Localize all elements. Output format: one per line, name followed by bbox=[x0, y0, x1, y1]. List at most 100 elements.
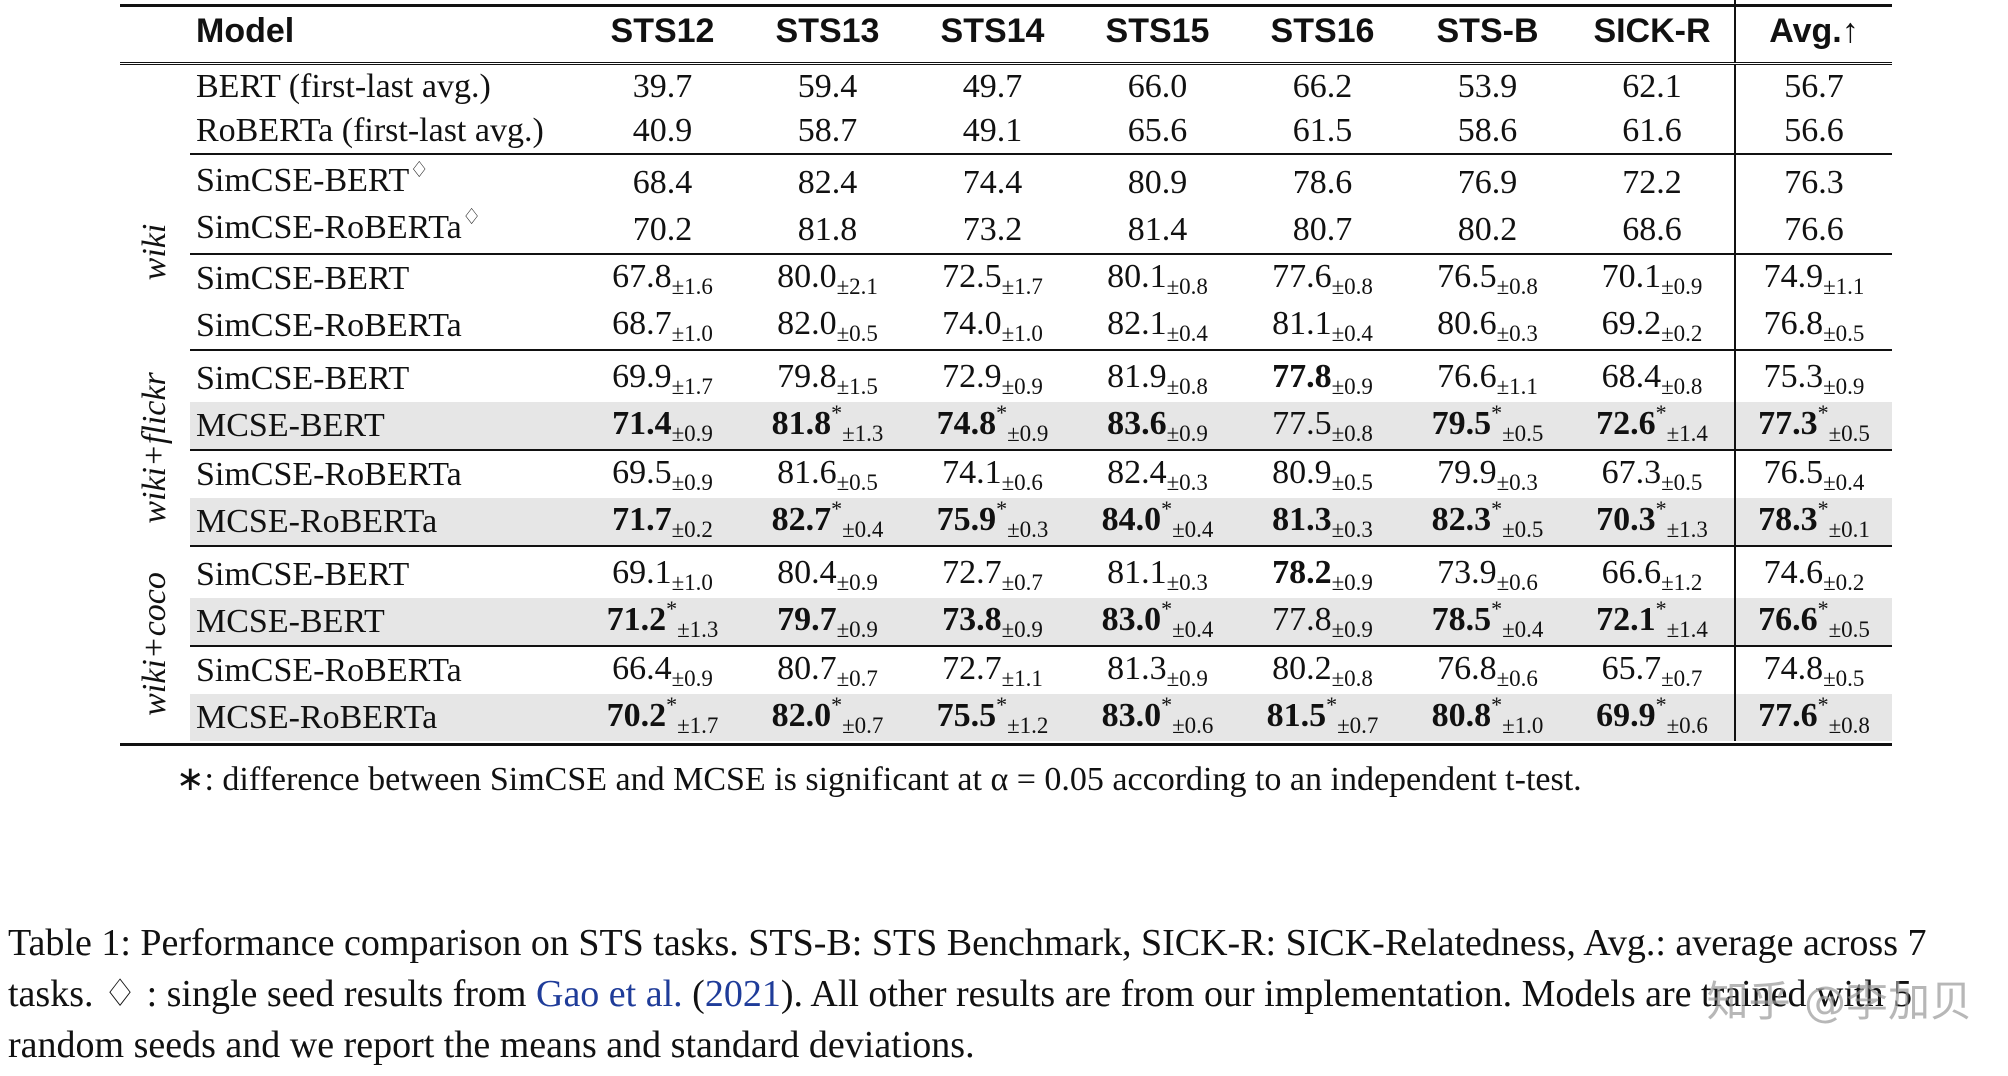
score-value: 77.5 bbox=[1272, 405, 1332, 442]
avg-cell: 76.6 bbox=[1734, 206, 1892, 254]
score-value: 77.8 bbox=[1272, 601, 1332, 638]
group-label: wiki bbox=[136, 223, 173, 281]
score-cell: 83.6±0.9 bbox=[1075, 402, 1240, 450]
std-dev: ±0.9 bbox=[671, 421, 713, 446]
score-cell: 80.2 bbox=[1405, 206, 1570, 254]
std-dev: ±0.9 bbox=[1166, 421, 1208, 446]
score-cell: 79.7±0.9 bbox=[745, 598, 910, 646]
significance-star: * bbox=[831, 496, 843, 521]
score-cell: 70.2 bbox=[580, 206, 745, 254]
score-value: 77.6 bbox=[1272, 258, 1332, 295]
score-cell: 80.0±2.1 bbox=[745, 253, 910, 302]
score-value: 70.3 bbox=[1596, 501, 1656, 538]
score-cell: 66.6±1.2 bbox=[1570, 545, 1735, 598]
score-value: 81.3 bbox=[1272, 501, 1332, 538]
score-value: 56.6 bbox=[1784, 112, 1844, 149]
significance-star: * bbox=[666, 596, 678, 621]
score-value: 78.3 bbox=[1758, 501, 1818, 538]
score-value: 76.8 bbox=[1437, 650, 1497, 687]
score-cell: 58.6 bbox=[1405, 109, 1570, 154]
std-dev: ±0.6 bbox=[1496, 570, 1538, 595]
score-value: 82.7 bbox=[771, 501, 832, 538]
score-cell: 82.0*±0.7 bbox=[745, 692, 910, 741]
std-dev: ±0.5 bbox=[1823, 321, 1865, 346]
score-value: 74.6 bbox=[1763, 554, 1824, 591]
score-value: 76.6 bbox=[1758, 601, 1818, 638]
model-name: SimCSE-BERT bbox=[196, 162, 410, 199]
score-value: 73.9 bbox=[1437, 554, 1497, 591]
score-value: 81.3 bbox=[1107, 650, 1167, 687]
significance-star: * bbox=[996, 692, 1008, 717]
score-cell: 70.3*±1.3 bbox=[1570, 496, 1735, 546]
std-dev: ±1.5 bbox=[836, 374, 878, 399]
score-value: 79.9 bbox=[1437, 454, 1497, 491]
score-value: 83.6 bbox=[1107, 405, 1167, 442]
citation-link-year[interactable]: 2021 bbox=[704, 973, 781, 1015]
table-row: wiki SimCSE-BERT♢ 68.4 82.4 74.4 80.9 78.6 76.9… bbox=[120, 153, 1892, 280]
score-cell: 70.1±0.9 bbox=[1570, 253, 1735, 302]
score-value: 61.6 bbox=[1622, 112, 1682, 149]
caption-text-1: Table 1: Performance comparison on STS t… bbox=[8, 922, 1927, 1015]
std-dev: ±0.3 bbox=[1331, 517, 1373, 542]
score-value: 67.3 bbox=[1601, 454, 1662, 491]
score-value: 69.2 bbox=[1601, 305, 1662, 342]
score-cell: 80.4±0.9 bbox=[745, 545, 910, 598]
std-dev: ±0.7 bbox=[836, 666, 878, 691]
table-top-rule bbox=[120, 4, 1892, 7]
score-cell: 81.1±0.3 bbox=[1075, 545, 1240, 598]
score-cell: 69.9±1.7 bbox=[580, 349, 745, 402]
std-dev: ±1.3 bbox=[677, 617, 719, 642]
score-value: 82.1 bbox=[1107, 305, 1167, 342]
score-value: 81.8 bbox=[797, 210, 858, 248]
significance-star: * bbox=[1491, 692, 1503, 717]
score-cell: 84.0*±0.4 bbox=[1075, 496, 1240, 546]
score-value: 80.8 bbox=[1431, 697, 1492, 734]
score-cell: 81.9±0.8 bbox=[1075, 349, 1240, 402]
std-dev: ±0.8 bbox=[1331, 274, 1373, 299]
std-dev: ±0.3 bbox=[1166, 470, 1208, 495]
std-dev: ±0.7 bbox=[1337, 713, 1379, 738]
caption-text-3: ). All other results are from our implem… bbox=[8, 973, 1913, 1066]
std-dev: ±0.8 bbox=[1496, 274, 1538, 299]
score-value: 79.7 bbox=[777, 601, 837, 638]
std-dev: ±0.7 bbox=[1001, 570, 1043, 595]
zhihu-watermark: 知乎 @李加贝 bbox=[1706, 977, 1972, 1026]
table-row: SimCSE-RoBERTa 66.4±0.9 80.7±0.7 72.7±1.1 81… bbox=[120, 645, 1892, 694]
score-cell: 80.9 bbox=[1075, 153, 1240, 206]
score-cell: 72.2 bbox=[1570, 153, 1735, 206]
results-table-container: Model STS12 STS13 STS14 STS15 STS16 STS-… bbox=[120, 0, 1892, 741]
score-cell: 68.4±0.8 bbox=[1570, 349, 1735, 402]
score-cell: 49.7 bbox=[910, 62, 1075, 109]
score-cell: 82.4 bbox=[745, 153, 910, 206]
score-value: 80.7 bbox=[1292, 210, 1353, 248]
score-value: 83.0 bbox=[1101, 697, 1162, 734]
significance-star: * bbox=[996, 400, 1008, 425]
score-value: 80.6 bbox=[1437, 305, 1497, 342]
score-cell: 82.7*±0.4 bbox=[745, 496, 910, 546]
model-name-cell: MCSE-RoBERTa bbox=[190, 694, 580, 741]
std-dev: ±0.6 bbox=[1496, 666, 1538, 691]
std-dev: ±0.3 bbox=[1496, 470, 1538, 495]
score-value: 71.4 bbox=[612, 405, 672, 442]
score-value: 70.2 bbox=[606, 697, 667, 734]
score-cell: 80.2±0.8 bbox=[1240, 645, 1405, 694]
score-cell: 81.8*±1.3 bbox=[745, 400, 910, 450]
group-label: wiki+flickr bbox=[136, 372, 173, 524]
std-dev: ±1.2 bbox=[1661, 570, 1703, 595]
citation-link-authors[interactable]: Gao et al. bbox=[536, 973, 683, 1015]
table-row: wiki+flickr SimCSE-BERT 69.9±1.7 79.8±1.5 72… bbox=[120, 349, 1892, 524]
score-value: 78.6 bbox=[1292, 163, 1353, 201]
avg-cell: 74.8±0.5 bbox=[1734, 645, 1892, 694]
score-cell: 80.6±0.3 bbox=[1405, 302, 1570, 350]
significance-star: * bbox=[996, 496, 1008, 521]
score-value: 83.0 bbox=[1101, 601, 1162, 638]
std-dev: ±1.0 bbox=[671, 570, 713, 595]
header-group bbox=[120, 0, 190, 64]
header-model: Model bbox=[196, 12, 295, 50]
score-value: 76.9 bbox=[1457, 163, 1518, 201]
significance-star: * bbox=[1817, 400, 1829, 425]
score-cell: 81.5*±0.7 bbox=[1240, 692, 1405, 741]
caption-text-2: ( bbox=[682, 973, 705, 1015]
score-cell: 75.5*±1.2 bbox=[910, 692, 1075, 741]
std-dev: ±0.4 bbox=[1172, 517, 1214, 542]
